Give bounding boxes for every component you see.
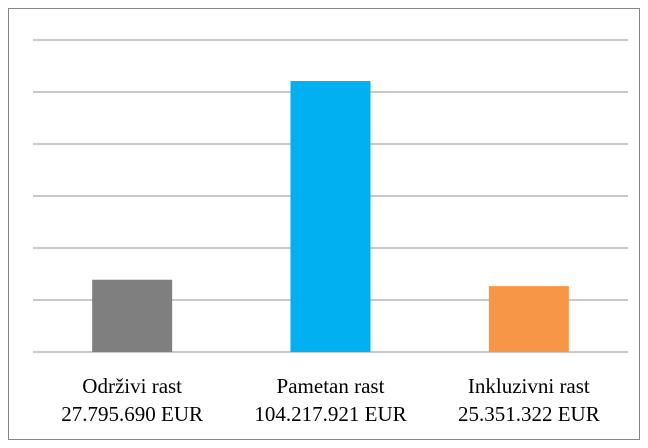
- bar: [92, 279, 173, 352]
- x-tick-label: Inkluzivni rast: [468, 374, 590, 398]
- bar: [290, 81, 371, 353]
- value-label: 25.351.322 EUR: [458, 402, 600, 426]
- bar: [488, 286, 569, 352]
- x-tick-label: Održivi rast: [82, 374, 182, 398]
- x-tick-label: Pametan rast: [277, 374, 385, 398]
- value-label: 104.217.921 EUR: [254, 402, 406, 426]
- value-label: 27.795.690 EUR: [61, 402, 203, 426]
